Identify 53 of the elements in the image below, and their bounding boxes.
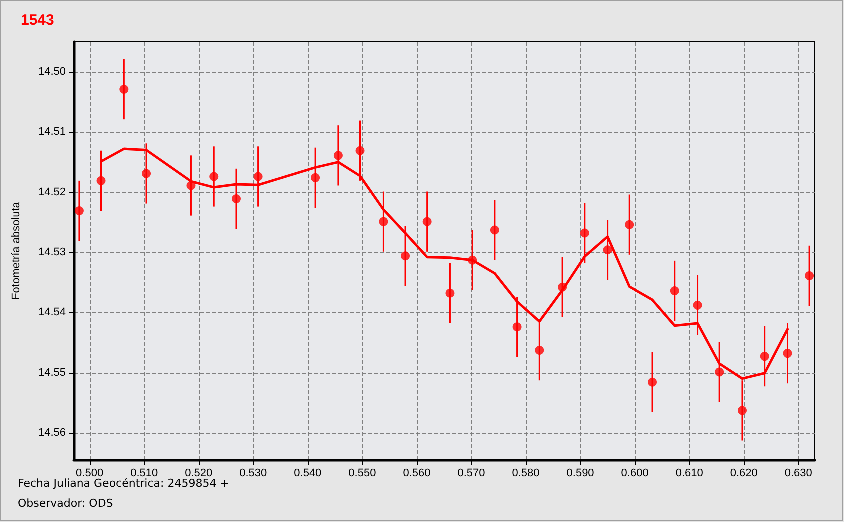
y-tick-label: 14.51	[38, 126, 66, 138]
point	[805, 271, 814, 280]
x-tick-label: 0.620	[730, 468, 758, 480]
x-tick-label: 0.540	[294, 468, 322, 480]
point	[356, 146, 365, 156]
x-tick-label: 0.630	[784, 468, 812, 480]
y-tick-label: 14.53	[38, 246, 66, 259]
point	[74, 206, 84, 216]
point	[232, 194, 241, 204]
y-tick-label: 14.54	[38, 306, 66, 319]
x-tick-label: 0.520	[185, 468, 213, 480]
point	[254, 172, 263, 182]
y-tick-label: 14.56	[38, 426, 66, 439]
x-tick-label: 0.500	[76, 468, 104, 480]
point	[603, 246, 612, 255]
y-tick-label: 14.50	[38, 66, 66, 78]
chart-title: 1543	[21, 12, 54, 29]
point	[379, 217, 388, 226]
point	[580, 228, 590, 238]
x-tick-label: 0.560	[403, 468, 431, 480]
x-tick-label: 0.590	[566, 468, 594, 480]
x-tick-label: 0.530	[240, 468, 268, 480]
point	[670, 286, 680, 296]
point	[512, 322, 522, 332]
x-tick-label: 0.580	[512, 468, 540, 480]
point	[738, 406, 747, 416]
x-axis-title: Fecha Juliana Geocéntrica: 2459854 +	[18, 477, 230, 490]
point	[715, 368, 724, 377]
x-tick-label: 0.600	[621, 468, 649, 480]
text: Observador: ODS	[18, 497, 114, 510]
point	[648, 378, 658, 387]
point	[490, 226, 500, 235]
point	[311, 173, 320, 182]
point	[334, 151, 343, 160]
point	[446, 288, 455, 298]
x-tick-label: 0.510	[130, 468, 158, 480]
point	[142, 169, 152, 178]
point	[120, 85, 129, 94]
point	[401, 252, 410, 261]
point	[422, 217, 432, 226]
point	[210, 172, 219, 182]
point	[96, 176, 106, 186]
point	[783, 349, 792, 358]
y-tick-label: 14.52	[38, 186, 66, 198]
y-tick-label: 14.55	[38, 366, 66, 379]
x-tick-label: 0.610	[676, 468, 704, 480]
point	[693, 300, 702, 310]
point	[535, 346, 544, 356]
x-tick-label: 0.550	[348, 468, 376, 480]
y-axis-title: Fotometría absoluta	[10, 201, 22, 300]
point	[625, 220, 634, 230]
point	[760, 352, 770, 362]
x-tick-label: 0.570	[458, 468, 486, 480]
